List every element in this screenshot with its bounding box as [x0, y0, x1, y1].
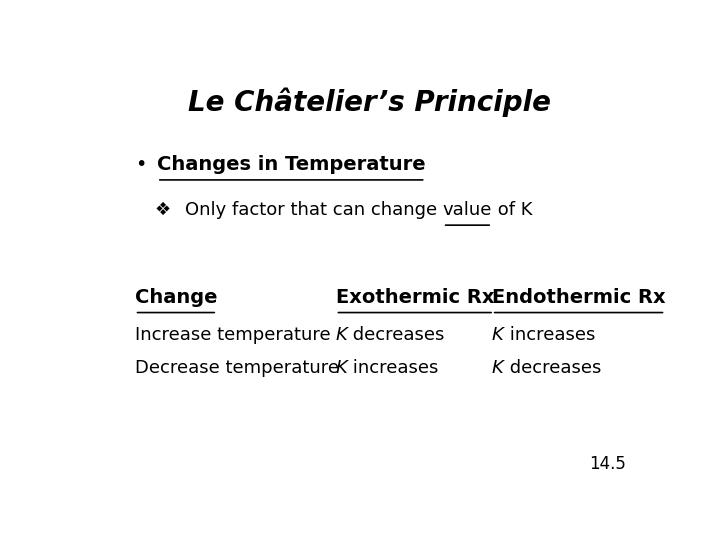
Text: Decrease temperature: Decrease temperature — [135, 359, 338, 377]
Text: ❖: ❖ — [154, 201, 171, 219]
Text: K: K — [336, 359, 347, 377]
Text: Change: Change — [135, 288, 217, 307]
Text: decreases: decreases — [347, 326, 445, 344]
Text: of K: of K — [492, 201, 533, 219]
Text: Exothermic Rx: Exothermic Rx — [336, 288, 494, 307]
Text: 14.5: 14.5 — [589, 455, 626, 473]
Text: Le Châtelier’s Principle: Le Châtelier’s Principle — [187, 87, 551, 117]
Text: Only factor that can change: Only factor that can change — [185, 201, 443, 219]
Text: K: K — [336, 326, 347, 344]
Text: Increase temperature: Increase temperature — [135, 326, 330, 344]
Text: Endothermic Rx: Endothermic Rx — [492, 288, 665, 307]
Text: decreases: decreases — [503, 359, 601, 377]
Text: K: K — [492, 359, 503, 377]
Text: increases: increases — [347, 359, 438, 377]
Text: K: K — [492, 326, 503, 344]
Text: value: value — [443, 201, 492, 219]
Text: Changes in Temperature: Changes in Temperature — [157, 155, 426, 174]
Text: •: • — [135, 155, 146, 174]
Text: increases: increases — [503, 326, 595, 344]
